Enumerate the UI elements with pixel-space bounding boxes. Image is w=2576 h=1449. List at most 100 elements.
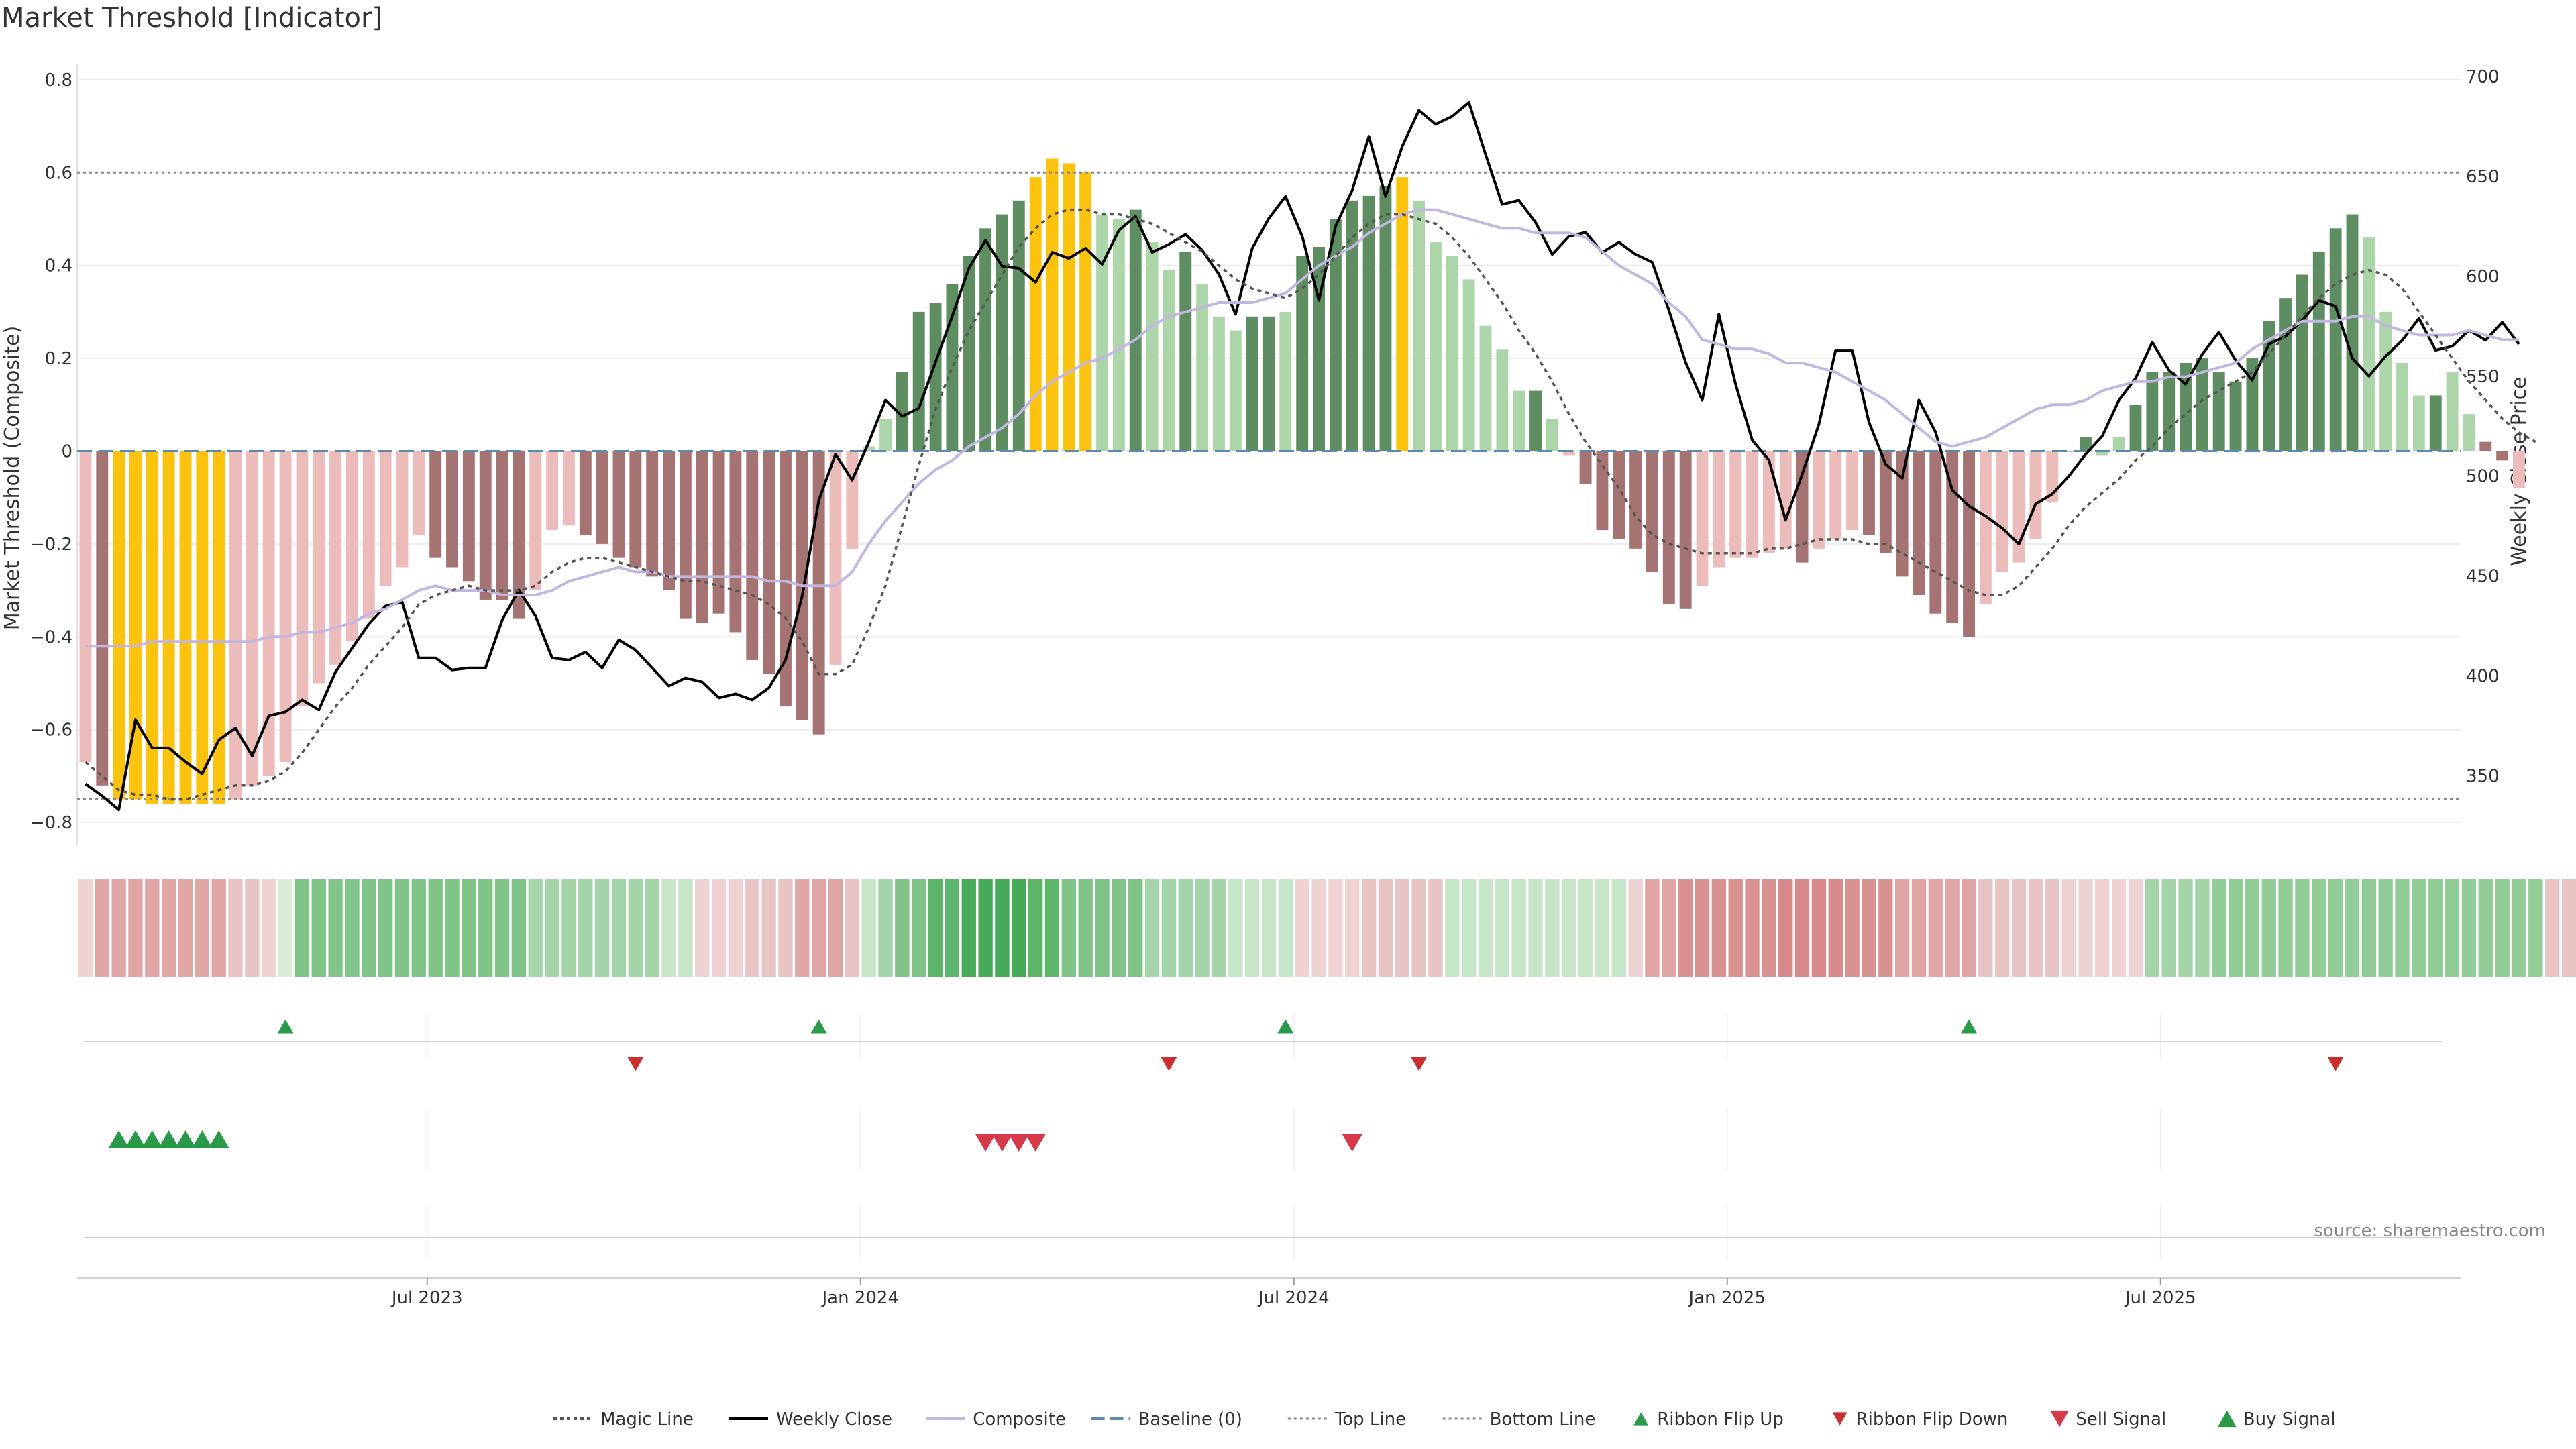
ribbon-cell [1828, 879, 1843, 977]
composite-bar [1430, 242, 1442, 451]
ribbon-cell [845, 879, 860, 977]
ribbon-cell [878, 879, 893, 977]
composite-bar [1379, 186, 1392, 451]
composite-bar [79, 451, 92, 763]
ribbon-cell [462, 879, 476, 977]
legend-label: Bottom Line [1490, 1409, 1596, 1430]
composite-bar [946, 284, 959, 451]
composite-bar [1346, 200, 1358, 451]
composite-bar [1046, 158, 1059, 451]
buy-signal-marker [175, 1130, 196, 1148]
composite-bar [2446, 372, 2459, 451]
composite-bar [896, 372, 908, 451]
composite-bar [1513, 390, 1525, 451]
composite-bar [1229, 330, 1242, 451]
ribbon-cell [811, 879, 826, 977]
buy-signal-marker [158, 1130, 179, 1148]
composite-bar [1396, 177, 1409, 451]
ribbon-cell [1428, 879, 1443, 977]
composite-bar [1029, 177, 1042, 451]
composite-bar [496, 451, 508, 600]
composite-bar [479, 451, 492, 600]
legend-label: Ribbon Flip Down [1856, 1409, 2008, 1430]
composite-bar [1963, 451, 1975, 637]
ribbon-cell [561, 879, 576, 977]
ribbon-cell [95, 879, 109, 977]
ribbon-cell [1495, 879, 1510, 977]
chart-title: Market Threshold [Indicator] [1, 3, 383, 34]
ribbon-cell [511, 879, 527, 977]
right-axis-tick-label: 400 [2466, 667, 2500, 687]
composite-bar [2129, 405, 2142, 451]
ribbon-cell [528, 879, 543, 977]
ribbon-cell [1044, 879, 1060, 977]
ribbon-flip-up-marker [1961, 1019, 1978, 1034]
ribbon-cell [1261, 879, 1277, 977]
x-axis-tick-label: Jul 2025 [2124, 1288, 2196, 1308]
ribbon-cell [661, 879, 676, 977]
composite-bar [2296, 274, 2308, 451]
ribbon-cell [78, 879, 93, 977]
composite-bar [729, 451, 742, 633]
ribbon-cell [494, 879, 510, 977]
ribbon-cell [2528, 879, 2543, 977]
ribbon-cell [2145, 879, 2160, 977]
right-axis-tick-label: 700 [2466, 67, 2500, 87]
composite-bar [146, 451, 158, 804]
ribbon-cell [2295, 879, 2310, 977]
composite-bar [329, 451, 342, 665]
composite-bar [2412, 395, 2425, 451]
ribbon-cell [1645, 879, 1660, 977]
composite-bar [346, 451, 358, 642]
composite-bar [2346, 214, 2359, 451]
right-axis-tick-label: 600 [2466, 267, 2500, 287]
composite-bar [2363, 237, 2375, 451]
composite-bar [529, 451, 542, 591]
ribbon-cell [711, 879, 727, 977]
ribbon-cell [2212, 879, 2226, 977]
composite-bars [79, 158, 2525, 804]
ribbon-cell [2561, 879, 2576, 977]
composite-bar [2246, 358, 2259, 451]
ribbon-cell [2361, 879, 2377, 977]
ribbon-cell [178, 879, 193, 977]
ribbon-cell [1228, 879, 1243, 977]
signal-panels [84, 1013, 2442, 1261]
composite-bar [2329, 228, 2342, 451]
ribbon-cell [2328, 879, 2343, 977]
ribbon-cell [228, 879, 243, 977]
composite-bar [162, 451, 175, 804]
composite-bar [1263, 316, 1275, 451]
ribbon-cell [1095, 879, 1110, 977]
ribbon-cell [1028, 879, 1043, 977]
composite-bar [929, 303, 942, 451]
ribbon-cell [928, 879, 943, 977]
ribbon-cell [1928, 879, 1943, 977]
composite-bar [2479, 441, 2492, 451]
legend-marker-ribbon-flip-down [1832, 1412, 1847, 1426]
ribbon-cell [2378, 879, 2393, 977]
ribbon-cell [2428, 879, 2443, 977]
composite-bar [912, 311, 925, 451]
composite-bar [2496, 451, 2509, 461]
ribbon-cell [778, 879, 793, 977]
composite-bar [262, 451, 275, 776]
composite-bar [1196, 284, 1209, 451]
ribbon-cell [2245, 879, 2260, 977]
ribbon-cell [2278, 879, 2293, 977]
ribbon-cell [1478, 879, 1493, 977]
composite-bar [696, 451, 708, 623]
buy-signal-marker [125, 1130, 146, 1148]
ribbon-cell [1311, 879, 1326, 977]
ribbon-cell [1995, 879, 2010, 977]
composite-bar [1246, 316, 1258, 451]
composite-bar [1079, 172, 1092, 451]
left-axis-tick-label: −0.8 [30, 813, 72, 833]
ribbon-cell [2178, 879, 2193, 977]
ribbon-cell [1128, 879, 1143, 977]
composite-bar [1679, 451, 1692, 609]
ribbon-cell [1678, 879, 1693, 977]
ribbon-cell [2228, 879, 2243, 977]
composite-bar [2080, 437, 2092, 451]
